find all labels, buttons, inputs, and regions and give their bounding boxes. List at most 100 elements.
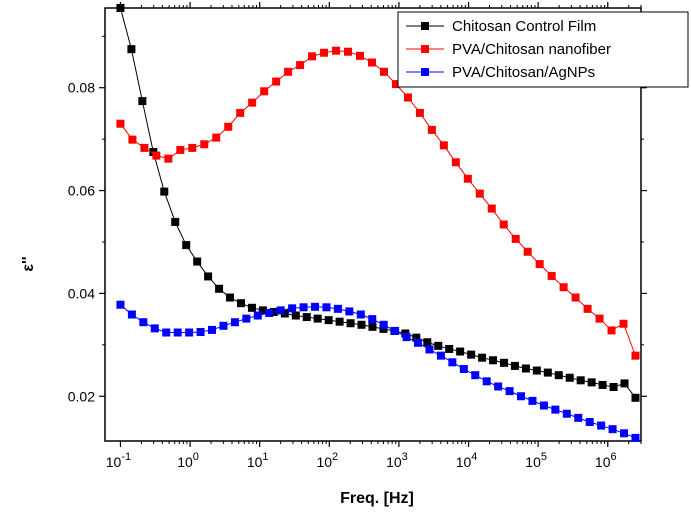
- data-point-pva-chitosan-nanofiber: [403, 93, 412, 102]
- data-point-pva-chitosan-nanofiber: [547, 271, 556, 280]
- data-point-chitosan-control-film: [193, 257, 202, 266]
- data-point-pva-chitosan-nanofiber: [607, 326, 616, 335]
- data-point-pva-chitosan-nanofiber: [332, 46, 341, 55]
- data-point-pva-chitosan-nanofiber: [284, 67, 293, 76]
- data-point-pva-chitosan-nanofiber: [571, 293, 580, 302]
- data-point-pva-chitosan-nanofiber: [140, 143, 149, 152]
- data-point-pva-chitosan-agnps: [162, 328, 171, 337]
- data-point-chitosan-control-film: [116, 4, 125, 12]
- legend-label: PVA/Chitosan nanofiber: [452, 41, 611, 58]
- legend-marker: [421, 68, 429, 76]
- data-point-pva-chitosan-nanofiber: [248, 98, 257, 107]
- data-point-pva-chitosan-nanofiber: [200, 140, 209, 149]
- data-point-chitosan-control-film: [138, 97, 147, 106]
- data-point-pva-chitosan-agnps: [208, 325, 217, 334]
- data-point-pva-chitosan-agnps: [322, 303, 331, 312]
- plot-frame-group: [104, 7, 642, 442]
- data-point-pva-chitosan-agnps: [551, 405, 560, 414]
- data-point-pva-chitosan-nanofiber: [475, 189, 484, 198]
- data-point-pva-chitosan-nanofiber: [391, 80, 400, 89]
- data-point-pva-chitosan-nanofiber: [619, 319, 628, 328]
- data-point-chitosan-control-film: [620, 379, 629, 388]
- data-point-pva-chitosan-nanofiber: [523, 247, 532, 256]
- data-point-pva-chitosan-agnps: [150, 324, 159, 333]
- data-point-pva-chitosan-agnps: [471, 371, 480, 380]
- data-point-pva-chitosan-nanofiber: [535, 260, 544, 269]
- data-point-pva-chitosan-agnps: [562, 409, 571, 418]
- data-point-chitosan-control-film: [478, 353, 487, 362]
- data-point-pva-chitosan-nanofiber: [583, 304, 592, 313]
- legend-label: Chitosan Control Film: [452, 18, 596, 35]
- data-point-pva-chitosan-nanofiber: [595, 314, 604, 323]
- data-point-chitosan-control-film: [434, 341, 443, 350]
- data-point-chitosan-control-film: [160, 187, 169, 196]
- data-point-chitosan-control-film: [565, 373, 574, 382]
- data-point-pva-chitosan-agnps: [345, 307, 354, 316]
- data-point-pva-chitosan-agnps: [230, 318, 239, 327]
- data-point-pva-chitosan-agnps: [127, 310, 136, 319]
- data-point-pva-chitosan-nanofiber: [320, 48, 329, 57]
- data-point-chitosan-control-film: [598, 380, 607, 389]
- axis-titles: Freq. [Hz] ε'': [20, 256, 414, 507]
- series-group: [116, 4, 640, 442]
- plot-frame: [104, 7, 642, 442]
- data-point-pva-chitosan-agnps: [311, 302, 320, 311]
- data-point-pva-chitosan-nanofiber: [367, 58, 376, 67]
- data-point-pva-chitosan-agnps: [391, 326, 400, 335]
- data-point-chitosan-control-film: [215, 284, 224, 293]
- data-point-pva-chitosan-nanofiber: [355, 51, 364, 60]
- data-point-chitosan-control-film: [489, 356, 498, 365]
- data-point-pva-chitosan-nanofiber: [176, 145, 185, 154]
- data-point-chitosan-control-film: [313, 314, 322, 323]
- data-point-chitosan-control-film: [521, 364, 530, 373]
- data-point-chitosan-control-film: [280, 309, 289, 318]
- data-point-pva-chitosan-agnps: [494, 382, 503, 391]
- data-point-pva-chitosan-nanofiber: [559, 283, 568, 292]
- data-point-pva-chitosan-agnps: [436, 351, 445, 360]
- data-point-chitosan-control-film: [554, 371, 563, 380]
- data-point-pva-chitosan-agnps: [448, 358, 457, 367]
- data-point-pva-chitosan-agnps: [608, 425, 617, 434]
- data-point-pva-chitosan-agnps: [265, 308, 274, 317]
- data-point-pva-chitosan-agnps: [299, 303, 308, 312]
- data-point-pva-chitosan-agnps: [574, 413, 583, 422]
- data-point-pva-chitosan-agnps: [379, 320, 388, 329]
- data-point-pva-chitosan-nanofiber: [224, 122, 233, 131]
- data-point-pva-chitosan-nanofiber: [427, 125, 436, 134]
- data-point-pva-chitosan-agnps: [288, 304, 297, 313]
- data-point-chitosan-control-film: [379, 324, 388, 333]
- data-point-pva-chitosan-nanofiber: [152, 151, 161, 160]
- data-point-pva-chitosan-nanofiber: [116, 119, 125, 128]
- data-point-pva-chitosan-nanofiber: [463, 174, 472, 183]
- data-point-chitosan-control-film: [302, 313, 311, 322]
- data-point-pva-chitosan-agnps: [505, 387, 514, 396]
- data-point-chitosan-control-film: [445, 344, 454, 353]
- data-point-pva-chitosan-agnps: [333, 304, 342, 313]
- data-point-chitosan-control-film: [127, 45, 136, 54]
- data-point-chitosan-control-film: [335, 317, 344, 326]
- data-point-pva-chitosan-nanofiber: [344, 47, 353, 56]
- data-point-chitosan-control-film: [467, 350, 476, 359]
- data-point-pva-chitosan-agnps: [459, 365, 468, 374]
- y-tick-label: 0.04: [68, 285, 95, 301]
- data-point-chitosan-control-film: [609, 383, 618, 392]
- data-point-pva-chitosan-nanofiber: [511, 234, 520, 243]
- data-point-pva-chitosan-agnps: [620, 429, 629, 438]
- data-point-pva-chitosan-agnps: [585, 417, 594, 426]
- data-point-pva-chitosan-agnps: [139, 318, 148, 327]
- data-point-pva-chitosan-nanofiber: [451, 158, 460, 167]
- data-point-pva-chitosan-agnps: [528, 396, 537, 405]
- data-point-pva-chitosan-agnps: [368, 315, 377, 324]
- data-point-pva-chitosan-nanofiber: [379, 67, 388, 76]
- data-point-pva-chitosan-agnps: [196, 327, 205, 336]
- data-point-chitosan-control-film: [258, 306, 267, 315]
- x-axis-title: Freq. [Hz]: [340, 490, 414, 507]
- data-point-pva-chitosan-agnps: [631, 433, 640, 442]
- data-point-chitosan-control-film: [543, 368, 552, 377]
- data-point-pva-chitosan-nanofiber: [272, 77, 281, 86]
- data-point-pva-chitosan-agnps: [276, 306, 285, 315]
- data-point-chitosan-control-film: [182, 241, 191, 250]
- data-point-pva-chitosan-agnps: [173, 328, 182, 337]
